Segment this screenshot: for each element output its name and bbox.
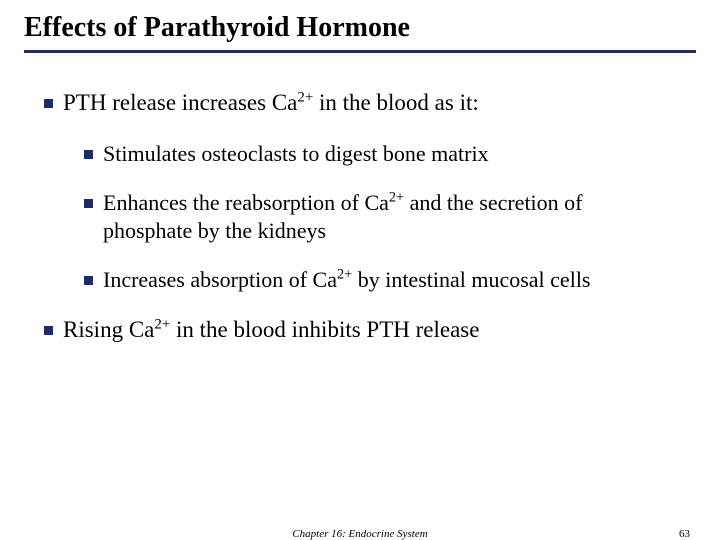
square-bullet-icon <box>84 276 93 285</box>
title-area: Effects of Parathyroid Hormone <box>0 0 720 48</box>
bullet-text: PTH release increases Ca2+ in the blood … <box>63 89 676 118</box>
square-bullet-icon <box>84 199 93 208</box>
footer-chapter: Chapter 16: Endocrine System <box>292 528 427 540</box>
bullet-lvl2: Stimulates osteoclasts to digest bone ma… <box>84 140 676 168</box>
square-bullet-icon <box>84 150 93 159</box>
square-bullet-icon <box>44 326 53 335</box>
bullet-lvl1: PTH release increases Ca2+ in the blood … <box>44 89 676 118</box>
slide-content: PTH release increases Ca2+ in the blood … <box>0 53 720 345</box>
bullet-text: Rising Ca2+ in the blood inhibits PTH re… <box>63 316 676 345</box>
bullet-lvl1: Rising Ca2+ in the blood inhibits PTH re… <box>44 316 676 345</box>
square-bullet-icon <box>44 99 53 108</box>
bullet-lvl2: Increases absorption of Ca2+ by intestin… <box>84 266 676 294</box>
slide-title: Effects of Parathyroid Hormone <box>24 12 696 44</box>
bullet-lvl2: Enhances the reabsorption of Ca2+ and th… <box>84 189 676 244</box>
bullet-text: Enhances the reabsorption of Ca2+ and th… <box>103 189 676 244</box>
bullet-text: Stimulates osteoclasts to digest bone ma… <box>103 140 676 168</box>
footer-page-number: 63 <box>679 528 690 540</box>
bullet-text: Increases absorption of Ca2+ by intestin… <box>103 266 676 294</box>
